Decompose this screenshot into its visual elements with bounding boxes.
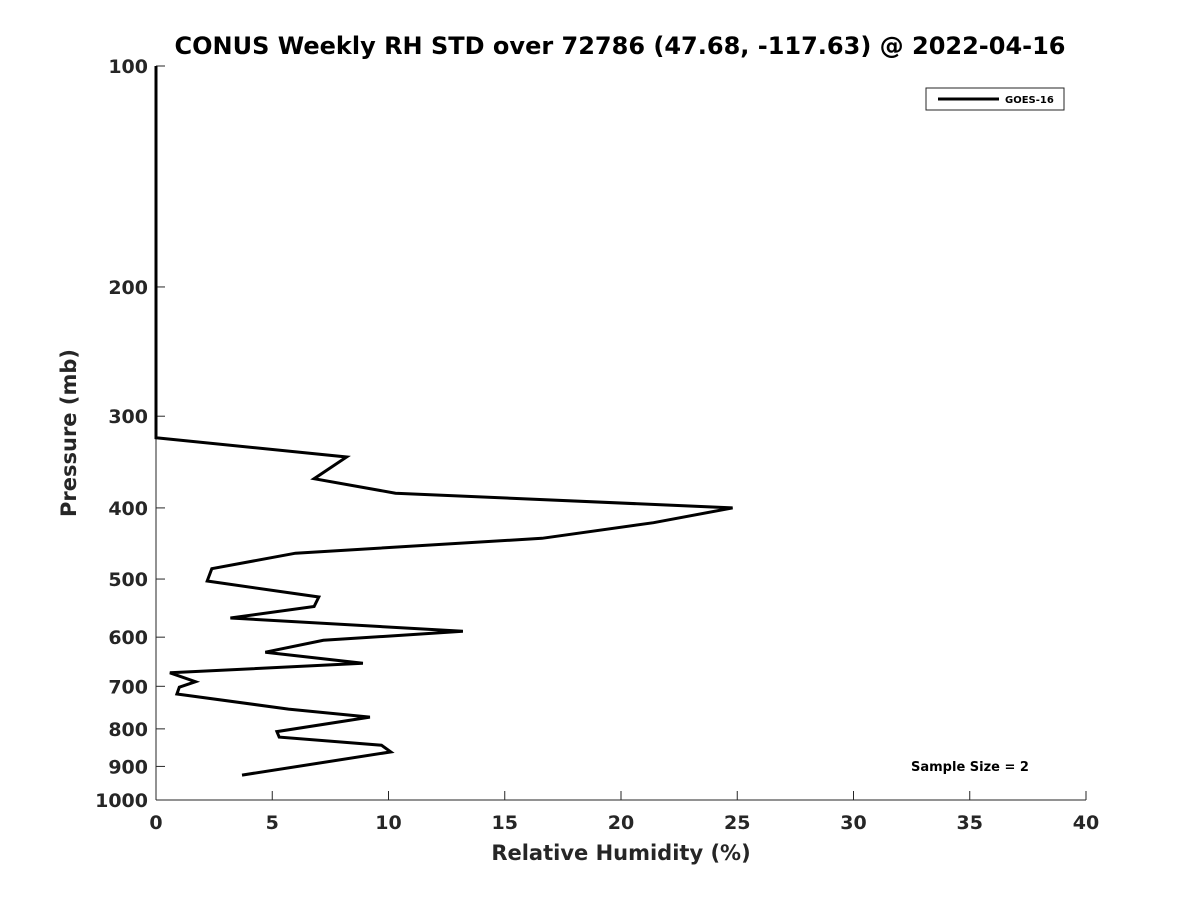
x-tick-label: 35 xyxy=(957,812,983,834)
plot-area xyxy=(155,66,1086,801)
x-tick-label: 10 xyxy=(375,812,401,834)
y-tick-label: 300 xyxy=(108,406,148,428)
y-axis-ticks: 100 200 300 400 500 600 700 800 900 1000 xyxy=(95,56,165,812)
sample-size-annotation: Sample Size = 2 xyxy=(911,760,1029,775)
y-tick-label: 1000 xyxy=(95,790,148,812)
x-tick-label: 40 xyxy=(1073,812,1099,834)
y-tick-label: 200 xyxy=(108,277,148,299)
y-tick-label: 400 xyxy=(108,498,148,520)
series-line-goes-16 xyxy=(154,66,733,777)
x-tick-label: 5 xyxy=(266,812,279,834)
x-tick-label: 0 xyxy=(149,812,162,834)
legend: GOES-16 xyxy=(925,87,1065,111)
x-axis-ticks: 0 5 10 15 20 25 30 35 40 xyxy=(149,791,1099,834)
y-tick-label: 600 xyxy=(108,627,148,649)
legend-label: GOES-16 xyxy=(1005,95,1054,106)
y-tick-label: 800 xyxy=(108,719,148,741)
y-tick-label: 900 xyxy=(108,756,148,778)
y-tick-label: 700 xyxy=(108,676,148,698)
x-tick-label: 25 xyxy=(724,812,750,834)
x-tick-label: 20 xyxy=(608,812,634,834)
y-tick-label: 100 xyxy=(108,56,148,78)
x-axis-label: Relative Humidity (%) xyxy=(491,841,750,865)
y-tick-label: 500 xyxy=(108,569,148,591)
y-axis-label: Pressure (mb) xyxy=(57,349,81,517)
chart-title: CONUS Weekly RH STD over 72786 (47.68, -… xyxy=(174,32,1065,60)
x-tick-label: 30 xyxy=(840,812,866,834)
x-tick-label: 15 xyxy=(492,812,518,834)
